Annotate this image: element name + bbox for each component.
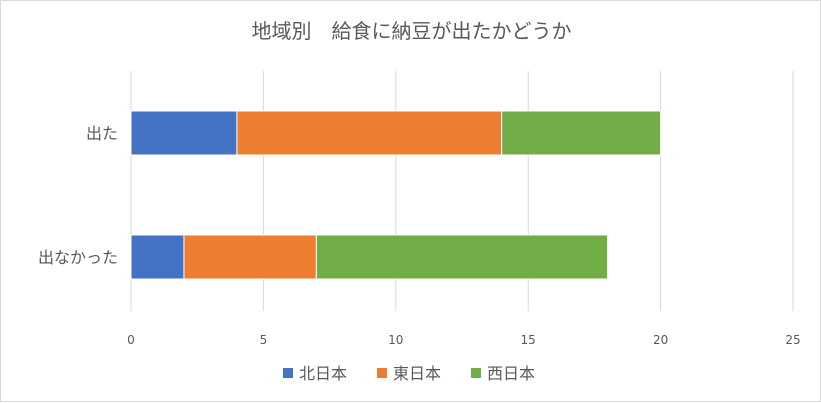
bar-0-0 <box>130 110 238 156</box>
bar-0-2 <box>501 110 662 156</box>
bars <box>130 110 662 280</box>
bar-1-2 <box>315 234 609 280</box>
bar-1-1 <box>183 234 317 280</box>
legend-label: 北日本 <box>299 364 347 383</box>
legend-swatch <box>283 368 293 378</box>
x-tick-label: 10 <box>388 333 403 347</box>
x-tick-label: 0 <box>127 333 135 347</box>
category-label: 出なかった <box>38 248 118 267</box>
x-tick-label: 25 <box>785 333 800 347</box>
legend: 北日本 東日本 西日本 <box>283 364 535 383</box>
x-tick-label: 20 <box>653 333 668 347</box>
bar-1-0 <box>130 234 185 280</box>
category-label: 出た <box>86 124 118 143</box>
x-tick-label: 15 <box>521 333 536 347</box>
legend-swatch <box>377 368 387 378</box>
legend-label: 西日本 <box>487 364 535 383</box>
bar-0-1 <box>236 110 503 156</box>
legend-label: 東日本 <box>393 364 441 383</box>
legend-swatch <box>471 368 481 378</box>
chart-title: 地域別 給食に納豆が出たかどうか <box>251 19 572 43</box>
x-axis-ticks: 0 5 10 15 20 25 <box>127 333 800 347</box>
x-tick-label: 5 <box>260 333 268 347</box>
